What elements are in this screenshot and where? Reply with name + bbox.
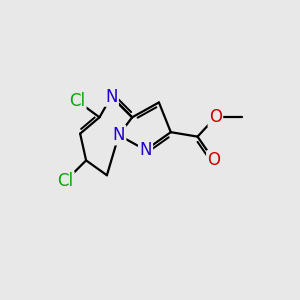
Text: O: O [209,108,222,126]
Text: Cl: Cl [57,172,74,190]
Text: N: N [105,88,118,106]
Text: O: O [207,152,220,169]
Text: N: N [112,126,125,144]
Text: Cl: Cl [69,92,85,110]
Text: N: N [139,141,152,159]
